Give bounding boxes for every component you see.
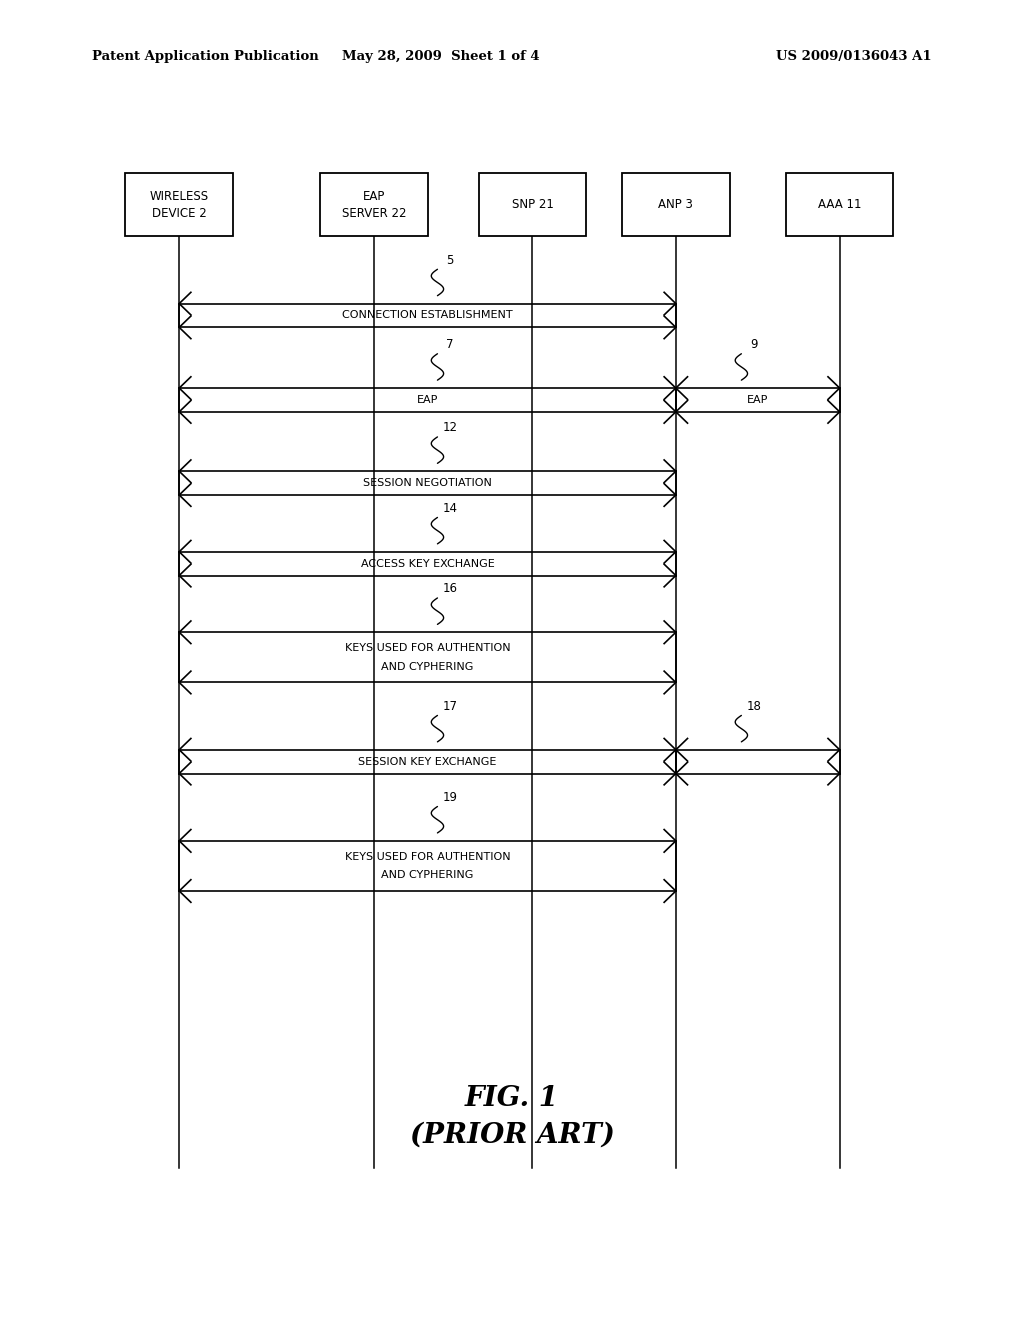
- Text: EAP: EAP: [748, 395, 768, 405]
- Text: AAA 11: AAA 11: [818, 198, 861, 211]
- Text: 7: 7: [446, 338, 454, 351]
- Bar: [623, 173, 729, 236]
- Bar: [319, 173, 428, 236]
- Text: AND CYPHERING: AND CYPHERING: [381, 661, 474, 672]
- Text: 5: 5: [446, 253, 454, 267]
- Text: ACCESS KEY EXCHANGE: ACCESS KEY EXCHANGE: [360, 558, 495, 569]
- Text: May 28, 2009  Sheet 1 of 4: May 28, 2009 Sheet 1 of 4: [342, 50, 539, 63]
- Text: 19: 19: [442, 791, 458, 804]
- Text: SESSION KEY EXCHANGE: SESSION KEY EXCHANGE: [358, 756, 497, 767]
- Text: SESSION NEGOTIATION: SESSION NEGOTIATION: [364, 478, 492, 488]
- Text: SNP 21: SNP 21: [512, 198, 553, 211]
- Text: EAP: EAP: [417, 395, 438, 405]
- Text: (PRIOR ART): (PRIOR ART): [410, 1122, 614, 1148]
- Text: KEYS USED FOR AUTHENTION: KEYS USED FOR AUTHENTION: [345, 643, 510, 653]
- Bar: [125, 173, 232, 236]
- Text: AND CYPHERING: AND CYPHERING: [381, 870, 474, 880]
- Bar: [479, 173, 586, 236]
- Text: EAP
SERVER 22: EAP SERVER 22: [342, 190, 406, 219]
- Text: FIG. 1: FIG. 1: [465, 1085, 559, 1111]
- Text: 9: 9: [750, 338, 758, 351]
- Text: 14: 14: [442, 502, 458, 515]
- Text: WIRELESS
DEVICE 2: WIRELESS DEVICE 2: [150, 190, 209, 219]
- Text: 17: 17: [442, 700, 458, 713]
- Text: CONNECTION ESTABLISHMENT: CONNECTION ESTABLISHMENT: [342, 310, 513, 321]
- Text: ANP 3: ANP 3: [658, 198, 693, 211]
- Text: KEYS USED FOR AUTHENTION: KEYS USED FOR AUTHENTION: [345, 851, 510, 862]
- Text: 18: 18: [746, 700, 761, 713]
- Bar: [786, 173, 893, 236]
- Text: 12: 12: [442, 421, 458, 434]
- Text: 16: 16: [442, 582, 458, 595]
- Text: Patent Application Publication: Patent Application Publication: [92, 50, 318, 63]
- Text: US 2009/0136043 A1: US 2009/0136043 A1: [776, 50, 932, 63]
